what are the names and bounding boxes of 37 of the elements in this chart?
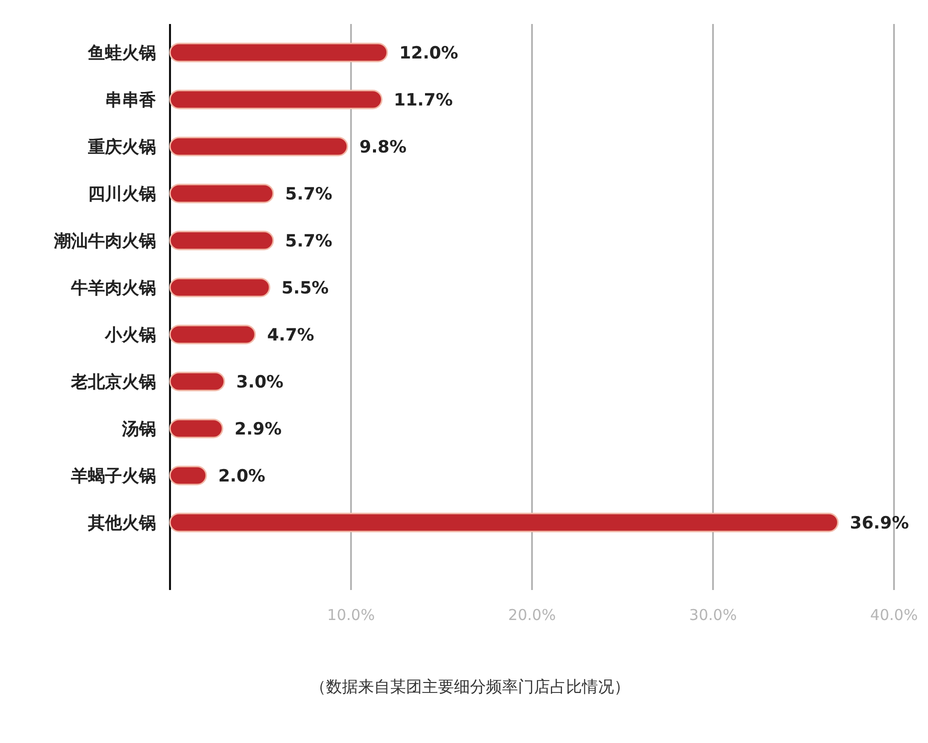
- data-label: 2.9%: [234, 420, 282, 440]
- bar: [169, 278, 270, 298]
- y-tick-label: 羊蝎子火锅: [70, 466, 156, 486]
- y-tick-label: 串串香: [105, 90, 157, 110]
- data-label: 11.7%: [394, 90, 453, 110]
- y-tick-label: 汤锅: [121, 420, 156, 440]
- data-label: 3.0%: [236, 372, 284, 392]
- data-label: 9.8%: [359, 138, 407, 158]
- bar: [169, 90, 383, 110]
- y-tick-label: 重庆火锅: [87, 138, 156, 158]
- bar: [169, 42, 388, 62]
- data-label: 2.0%: [218, 466, 266, 486]
- y-tick-label: 鱼蛙火锅: [87, 44, 156, 64]
- y-tick-label: 潮汕牛肉火锅: [53, 232, 156, 252]
- bar: [169, 418, 224, 438]
- bar: [169, 230, 274, 250]
- text: （数据来自某团主要细分频率门店占比情况）: [310, 677, 630, 696]
- y-tick-label: 老北京火锅: [70, 372, 156, 392]
- y-tick-label: 小火锅: [104, 326, 156, 346]
- x-tick-label: 10.0%: [327, 606, 375, 624]
- data-label: 5.5%: [282, 278, 329, 298]
- bar: [169, 136, 348, 156]
- bar: [169, 324, 256, 344]
- bar: [169, 184, 274, 204]
- data-label: 5.7%: [285, 232, 332, 252]
- bar: [169, 372, 226, 392]
- x-tick-label: 40.0%: [870, 606, 918, 624]
- bar: [169, 512, 839, 532]
- x-tick-label: 20.0%: [508, 606, 556, 624]
- y-tick-label: 其他火锅: [87, 514, 156, 534]
- y-tick-label: 四川火锅: [88, 184, 156, 204]
- data-label: 12.0%: [399, 44, 458, 64]
- data-label: 5.7%: [285, 184, 332, 204]
- x-tick-label: 30.0%: [689, 606, 737, 624]
- data-label: 4.7%: [267, 326, 314, 346]
- y-tick-label: 牛羊肉火锅: [70, 278, 156, 298]
- data-label: 36.9%: [850, 514, 909, 534]
